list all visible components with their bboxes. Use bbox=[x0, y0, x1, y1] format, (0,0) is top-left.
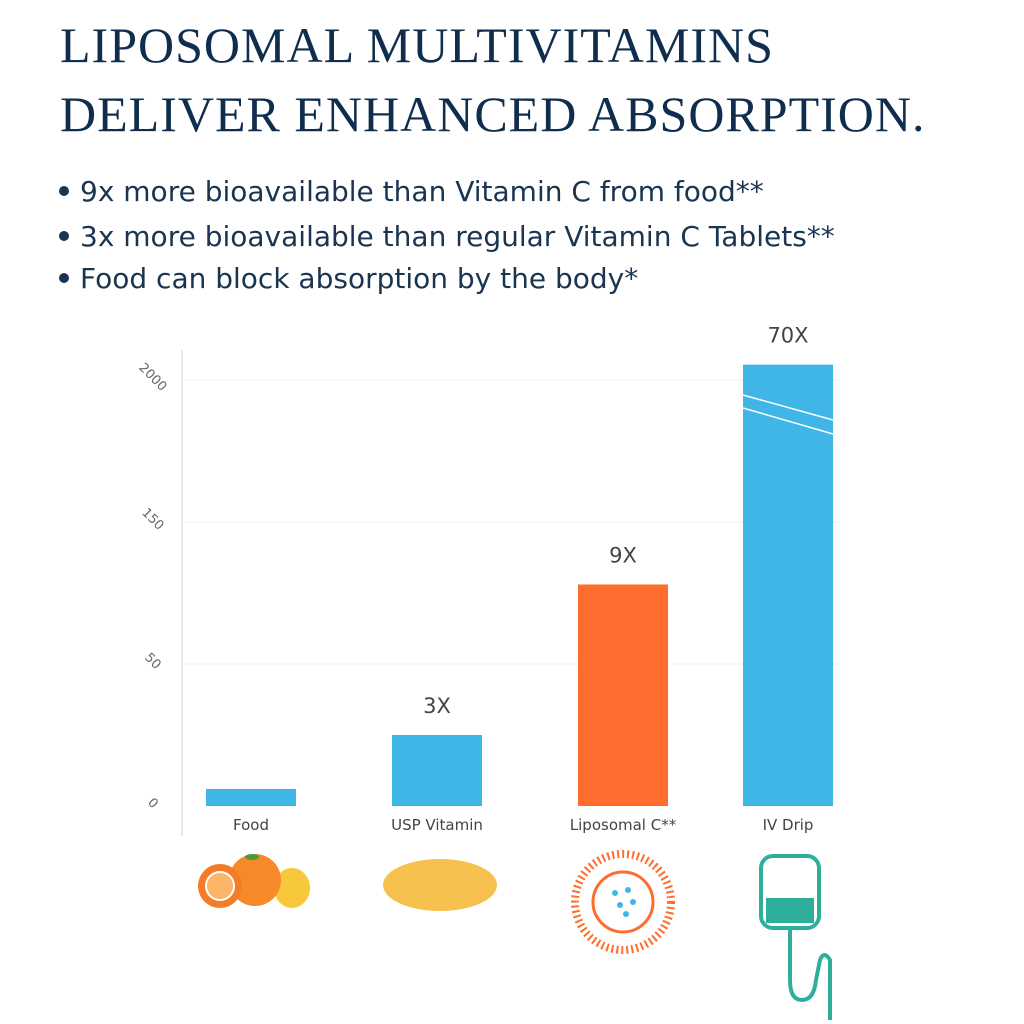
bullet-text: Food can block absorption by the body* bbox=[80, 262, 638, 295]
axis-break bbox=[742, 394, 834, 421]
bullet-dot bbox=[59, 231, 69, 241]
bullet-text: 3x more bioavailable than regular Vitami… bbox=[80, 220, 835, 253]
bar bbox=[578, 584, 668, 806]
liposome-icon bbox=[571, 850, 675, 954]
bar bbox=[206, 788, 296, 806]
y-tick-label: 0 bbox=[144, 795, 160, 811]
y-tick-label: 50 bbox=[141, 650, 163, 672]
bar bbox=[743, 364, 833, 806]
title-line: LIPOSOMAL MULTIVITAMINS bbox=[60, 17, 774, 73]
x-tick-label: IV Drip bbox=[763, 816, 814, 834]
x-tick-label: Food bbox=[233, 816, 269, 834]
bullet-text: 9x more bioavailable than Vitamin C from… bbox=[80, 175, 764, 208]
title-line: DELIVER ENHANCED ABSORPTION. bbox=[60, 86, 926, 142]
bullet-dot bbox=[59, 273, 69, 283]
bar bbox=[392, 735, 482, 806]
bar-annotation: 3X bbox=[423, 694, 451, 718]
axis-break bbox=[742, 407, 834, 435]
bar-annotation: 70X bbox=[767, 324, 808, 348]
x-tick-label: USP Vitamin bbox=[391, 816, 483, 834]
bar-annotation: 9X bbox=[609, 543, 637, 567]
bullet-dot bbox=[59, 186, 69, 196]
x-tick-label: Liposomal C** bbox=[570, 816, 677, 834]
tablet-icon bbox=[383, 859, 497, 911]
y-tick-label: 2000 bbox=[135, 361, 169, 395]
food-icon bbox=[198, 854, 310, 908]
iv-bag-icon bbox=[759, 854, 832, 1020]
y-tick-label: 150 bbox=[138, 505, 166, 533]
